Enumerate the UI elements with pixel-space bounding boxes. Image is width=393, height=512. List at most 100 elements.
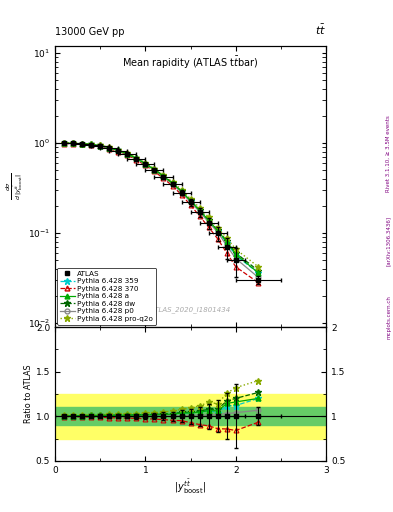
Pythia 6.428 a	[134, 155, 139, 161]
Pythia 6.428 dw	[215, 227, 220, 233]
Pythia 6.428 pro-q2o	[215, 225, 220, 231]
Pythia 6.428 pro-q2o	[256, 264, 261, 270]
Pythia 6.428 370	[143, 162, 148, 168]
Pythia 6.428 a	[107, 145, 112, 151]
Pythia 6.428 p0	[152, 167, 157, 173]
Pythia 6.428 370	[107, 145, 112, 152]
Pythia 6.428 dw	[179, 188, 184, 194]
Pythia 6.428 a	[125, 151, 130, 157]
Pythia 6.428 a	[143, 161, 148, 167]
Pythia 6.428 a	[161, 173, 166, 179]
Pythia 6.428 a	[170, 180, 175, 186]
Pythia 6.428 pro-q2o	[152, 165, 157, 172]
Pythia 6.428 a	[224, 239, 229, 245]
Pythia 6.428 a	[256, 270, 261, 276]
Pythia 6.428 370	[206, 224, 211, 230]
Pythia 6.428 dw	[107, 144, 112, 151]
Pythia 6.428 359	[152, 166, 157, 173]
Pythia 6.428 p0	[233, 255, 238, 262]
Pythia 6.428 370	[134, 157, 139, 163]
Pythia 6.428 370	[179, 191, 184, 198]
Pythia 6.428 a	[188, 198, 193, 204]
Pythia 6.428 370	[224, 250, 229, 256]
Pythia 6.428 a	[152, 166, 157, 173]
Pythia 6.428 370	[215, 236, 220, 242]
Pythia 6.428 p0	[98, 143, 103, 149]
Text: ATLAS_2020_I1801434: ATLAS_2020_I1801434	[151, 306, 231, 313]
Y-axis label: Ratio to ATLAS: Ratio to ATLAS	[24, 365, 33, 423]
Pythia 6.428 dw	[89, 141, 94, 147]
Pythia 6.428 370	[116, 148, 121, 155]
Pythia 6.428 359	[233, 252, 238, 259]
Pythia 6.428 a	[80, 141, 84, 147]
Text: Mean rapidity (ATLAS t$\bar{t}$bar): Mean rapidity (ATLAS t$\bar{t}$bar)	[122, 54, 259, 71]
Pythia 6.428 dw	[233, 250, 238, 256]
Pythia 6.428 pro-q2o	[170, 179, 175, 185]
Line: Pythia 6.428 370: Pythia 6.428 370	[62, 141, 261, 285]
Pythia 6.428 pro-q2o	[80, 140, 84, 146]
Pythia 6.428 p0	[107, 145, 112, 151]
Pythia 6.428 359	[125, 151, 130, 157]
Pythia 6.428 dw	[98, 142, 103, 148]
Pythia 6.428 pro-q2o	[197, 205, 202, 211]
Pythia 6.428 dw	[134, 155, 139, 161]
Pythia 6.428 dw	[206, 217, 211, 223]
Pythia 6.428 p0	[134, 156, 139, 162]
Line: Pythia 6.428 dw: Pythia 6.428 dw	[61, 140, 261, 274]
Pythia 6.428 359	[62, 140, 66, 146]
Line: Pythia 6.428 a: Pythia 6.428 a	[62, 141, 261, 275]
Text: mcplots.cern.ch: mcplots.cern.ch	[386, 295, 391, 339]
Pythia 6.428 a	[89, 141, 94, 147]
Pythia 6.428 a	[116, 147, 121, 154]
Pythia 6.428 p0	[125, 151, 130, 157]
Pythia 6.428 p0	[71, 140, 75, 146]
Pythia 6.428 359	[116, 147, 121, 154]
Pythia 6.428 359	[206, 218, 211, 224]
Pythia 6.428 359	[107, 145, 112, 151]
Pythia 6.428 p0	[206, 219, 211, 225]
Pythia 6.428 pro-q2o	[206, 214, 211, 220]
Pythia 6.428 pro-q2o	[125, 150, 130, 156]
Y-axis label: $\frac{d\sigma}{d\,|y^{t\bar{t}}_\mathrm{boost}|}$: $\frac{d\sigma}{d\,|y^{t\bar{t}}_\mathrm…	[5, 173, 25, 200]
Pythia 6.428 pro-q2o	[224, 235, 229, 241]
Pythia 6.428 a	[71, 140, 75, 146]
Pythia 6.428 370	[62, 141, 66, 147]
Pythia 6.428 dw	[256, 268, 261, 274]
Pythia 6.428 dw	[197, 207, 202, 213]
Pythia 6.428 a	[215, 228, 220, 234]
Pythia 6.428 359	[98, 142, 103, 148]
Pythia 6.428 370	[89, 142, 94, 148]
Pythia 6.428 370	[197, 213, 202, 219]
Pythia 6.428 359	[256, 270, 261, 276]
Pythia 6.428 359	[197, 207, 202, 214]
Pythia 6.428 370	[71, 141, 75, 147]
Pythia 6.428 pro-q2o	[116, 147, 121, 153]
Pythia 6.428 pro-q2o	[107, 144, 112, 151]
Pythia 6.428 370	[152, 168, 157, 175]
Text: [arXiv:1306.3436]: [arXiv:1306.3436]	[386, 216, 391, 266]
Pythia 6.428 p0	[256, 274, 261, 281]
Pythia 6.428 359	[80, 141, 84, 147]
X-axis label: $|y^{t\bar{t}}_\mathrm{boost}|$: $|y^{t\bar{t}}_\mathrm{boost}|$	[174, 477, 207, 496]
Pythia 6.428 370	[161, 176, 166, 182]
Pythia 6.428 pro-q2o	[143, 160, 148, 166]
Pythia 6.428 p0	[89, 141, 94, 147]
Pythia 6.428 370	[80, 141, 84, 147]
Legend: ATLAS, Pythia 6.428 359, Pythia 6.428 370, Pythia 6.428 a, Pythia 6.428 dw, Pyth: ATLAS, Pythia 6.428 359, Pythia 6.428 37…	[57, 268, 156, 325]
Pythia 6.428 pro-q2o	[179, 187, 184, 193]
Pythia 6.428 359	[224, 240, 229, 246]
Pythia 6.428 359	[188, 198, 193, 204]
Pythia 6.428 pro-q2o	[188, 196, 193, 202]
Pythia 6.428 pro-q2o	[233, 246, 238, 252]
Pythia 6.428 p0	[62, 140, 66, 146]
Pythia 6.428 359	[143, 161, 148, 167]
Pythia 6.428 359	[134, 155, 139, 161]
Pythia 6.428 dw	[224, 238, 229, 244]
Pythia 6.428 p0	[197, 209, 202, 215]
Pythia 6.428 359	[215, 228, 220, 234]
Pythia 6.428 p0	[161, 174, 166, 180]
Pythia 6.428 pro-q2o	[134, 155, 139, 161]
Pythia 6.428 pro-q2o	[89, 141, 94, 147]
Pythia 6.428 p0	[170, 181, 175, 187]
Pythia 6.428 p0	[179, 189, 184, 196]
